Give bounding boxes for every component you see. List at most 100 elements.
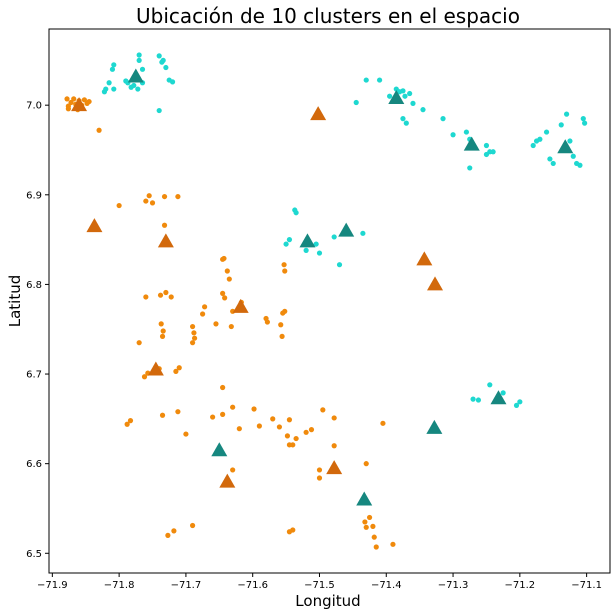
data-point-0-63 [282,268,288,274]
data-point-1-64 [336,262,343,268]
data-point-1-11 [136,52,142,58]
data-point-1-63 [331,234,337,240]
data-point-0-50 [191,335,198,341]
x-tick-label-6: −71.3 [438,580,469,591]
data-point-1-62 [316,250,323,256]
data-point-1-10 [136,57,142,63]
data-point-0-95 [390,541,396,547]
centroid-marker-3-1 [388,90,405,105]
centroid-marker-3-9 [356,491,373,506]
data-point-1-56 [580,116,586,122]
data-point-1-34 [440,116,446,122]
data-point-1-1 [101,89,108,95]
data-point-0-21 [157,292,164,298]
data-point-0-32 [176,365,182,371]
data-point-1-43 [490,149,496,155]
data-point-0-25 [160,328,166,334]
data-point-0-69 [183,431,189,437]
data-point-1-31 [400,116,406,122]
data-point-1-22 [363,77,369,83]
data-point-1-52 [567,138,573,144]
data-point-0-78 [290,442,296,448]
data-point-0-45 [222,295,228,301]
data-point-1-68 [470,396,476,402]
data-point-1-47 [543,129,550,135]
centroid-marker-2-1 [310,106,327,121]
data-point-0-37 [165,532,171,538]
data-point-0-76 [284,433,291,439]
centroid-marker-2-2 [86,218,103,233]
data-point-0-0 [64,96,70,102]
data-point-1-24 [387,93,393,99]
centroid-marker-2-6 [416,251,433,266]
data-point-1-73 [517,399,523,405]
data-point-0-12 [65,106,71,112]
centroid-marker-2-4 [232,298,249,313]
data-point-0-73 [270,416,276,422]
data-point-1-51 [563,111,570,117]
chart-title: Ubicación de 10 clusters en el espacio [136,4,520,28]
data-point-1-49 [550,160,556,167]
data-point-1-70 [487,382,493,388]
data-point-1-55 [577,162,583,168]
data-point-0-46 [202,304,208,310]
data-point-0-68 [210,414,216,420]
centroid-marker-3-8 [211,442,228,457]
centroid-marker-2-7 [427,276,444,291]
data-point-0-83 [331,415,337,421]
centroid-marker-3-4 [299,233,316,248]
data-point-0-61 [279,333,285,340]
data-point-1-60 [303,247,309,253]
data-point-0-72 [256,423,262,429]
data-point-0-62 [281,262,287,268]
centroid-marker-3-0 [127,68,144,83]
data-point-0-51 [189,340,196,346]
data-point-0-16 [149,200,156,206]
data-point-0-36 [127,418,134,424]
x-tick-label-4: −71.5 [304,580,335,591]
data-point-0-70 [236,426,242,432]
data-point-1-28 [402,93,408,99]
data-point-0-75 [286,417,293,423]
data-point-0-94 [373,544,379,550]
centroid-marker-3-7 [426,419,443,434]
data-point-0-97 [290,527,296,533]
data-point-1-66 [286,237,293,243]
data-point-1-53 [570,153,576,159]
data-point-0-88 [380,420,386,426]
data-point-0-24 [158,321,164,327]
data-point-0-35 [124,421,130,427]
data-point-1-59 [292,207,298,213]
data-point-1-39 [467,165,473,171]
x-tick-label-3: −71.6 [237,580,268,591]
data-point-0-44 [220,290,226,296]
data-point-0-34 [175,409,181,415]
data-point-1-21 [156,107,162,114]
data-point-0-86 [331,443,337,449]
data-point-0-39 [189,522,196,529]
data-point-0-67 [230,404,236,410]
data-point-0-22 [163,289,169,296]
data-point-1-18 [163,64,169,71]
data-point-0-59 [282,308,288,314]
y-tick-label-4: 6.9 [26,190,42,201]
data-point-0-60 [278,322,284,328]
y-tick-label-1: 6.6 [26,459,42,470]
data-point-0-84 [316,467,323,473]
data-point-0-53 [228,323,234,330]
data-point-1-46 [537,136,543,142]
data-point-1-12 [139,66,146,72]
data-point-1-72 [513,402,520,409]
data-point-0-18 [175,193,181,200]
data-point-1-44 [530,142,536,149]
data-point-0-26 [159,333,166,340]
data-point-1-5 [111,86,117,92]
data-point-0-15 [146,193,152,199]
x-tick-label-2: −71.7 [171,580,202,591]
data-point-0-17 [161,222,168,228]
y-axis-label: Latitud [6,275,24,328]
data-point-0-8 [81,97,87,103]
data-point-1-3 [109,66,116,72]
data-point-1-9 [131,82,137,89]
data-point-1-2 [106,80,112,86]
